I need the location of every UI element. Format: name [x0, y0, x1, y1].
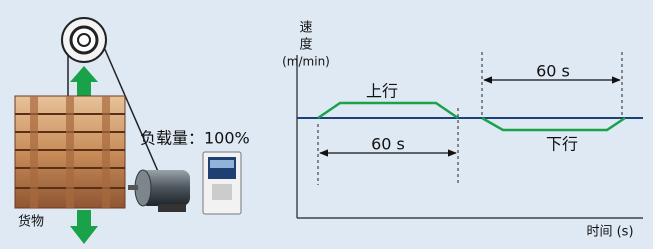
down-duration: 60 s	[536, 62, 570, 81]
up-duration: 60 s	[371, 135, 405, 154]
y-label: 度	[299, 37, 312, 53]
x-label: 时间 (s)	[586, 225, 633, 240]
diagram: 负载量：100% 货物 速 度 (m/min) 时间 (s) 上行 下行 60 …	[0, 0, 653, 249]
y-label: 速	[299, 21, 312, 36]
up-label: 上行	[366, 82, 398, 101]
y-label: (m/min)	[282, 55, 330, 69]
cargo-label: 货物	[18, 214, 44, 230]
load-label: 负载量：100%	[140, 129, 250, 148]
down-label: 下行	[546, 135, 578, 154]
